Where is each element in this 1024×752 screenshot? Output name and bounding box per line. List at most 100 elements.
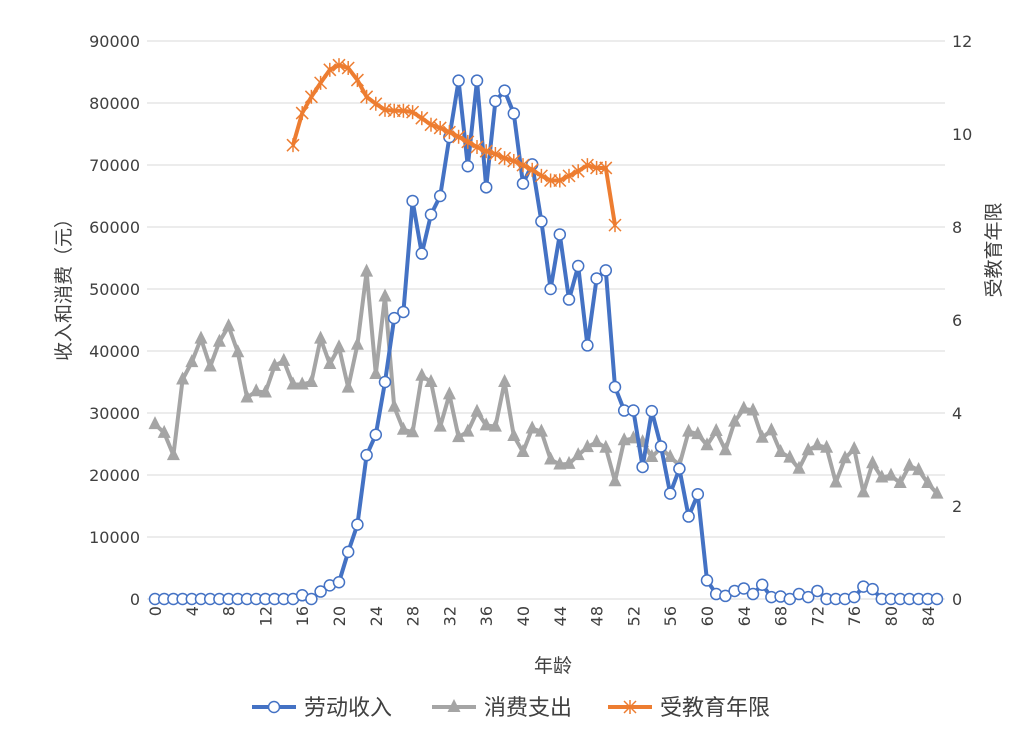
x-tick-label: 32 xyxy=(440,606,459,626)
data-point xyxy=(424,117,438,132)
data-point xyxy=(746,587,760,601)
data-point xyxy=(350,73,364,88)
x-axis-title: 年龄 xyxy=(534,655,572,677)
x-tick-label: 20 xyxy=(330,606,349,626)
data-point xyxy=(682,510,695,523)
data-point xyxy=(599,264,613,277)
data-point xyxy=(442,386,456,400)
data-point xyxy=(718,442,732,456)
y-tick-label: 40000 xyxy=(89,342,140,361)
data-point xyxy=(571,164,585,179)
series-line xyxy=(155,78,937,601)
data-point xyxy=(801,442,815,456)
y-tick-label: 80000 xyxy=(89,94,140,113)
data-point xyxy=(387,311,401,325)
y2-tick-label: 8 xyxy=(952,218,962,237)
data-point xyxy=(801,590,815,604)
data-point xyxy=(590,160,604,175)
data-point xyxy=(351,518,364,531)
data-point xyxy=(580,439,594,453)
data-point xyxy=(304,374,318,387)
data-point xyxy=(341,60,355,75)
x-tick-label: 68 xyxy=(772,606,791,626)
data-point xyxy=(498,84,511,97)
data-point xyxy=(893,475,907,489)
y-tick-label: 10000 xyxy=(89,528,140,547)
data-point xyxy=(479,181,493,194)
data-point xyxy=(378,375,392,389)
data-point xyxy=(700,437,714,451)
data-point xyxy=(157,424,171,438)
y-tick-label: 30000 xyxy=(89,404,140,423)
y2-tick-label: 10 xyxy=(952,125,972,144)
legend-label: 消费支出 xyxy=(484,696,572,721)
data-point xyxy=(737,400,751,414)
x-tick-label: 16 xyxy=(293,606,312,626)
y2-tick-label: 2 xyxy=(952,497,962,516)
series-line xyxy=(291,63,617,226)
data-point xyxy=(728,413,742,427)
x-tick-label: 44 xyxy=(551,606,570,626)
data-point xyxy=(571,447,585,461)
data-point xyxy=(709,422,723,436)
data-point xyxy=(461,134,475,149)
data-point xyxy=(847,440,861,454)
x-tick-label: 48 xyxy=(588,606,607,626)
data-point xyxy=(553,456,567,470)
y-tick-label: 20000 xyxy=(89,466,140,485)
data-point xyxy=(608,380,622,394)
data-point xyxy=(148,416,162,430)
data-point xyxy=(203,358,217,372)
data-point xyxy=(461,159,475,173)
data-point xyxy=(902,457,916,471)
data-point xyxy=(921,475,935,489)
data-point xyxy=(369,96,383,111)
data-point xyxy=(424,208,438,221)
x-tick-label: 64 xyxy=(735,606,754,626)
data-point xyxy=(387,103,401,118)
data-point xyxy=(489,94,502,108)
data-point xyxy=(452,129,466,144)
data-point xyxy=(424,374,438,387)
data-point xyxy=(231,344,245,358)
data-point xyxy=(810,437,824,451)
data-point xyxy=(581,339,594,352)
data-point xyxy=(176,371,190,385)
y2-tick-label: 0 xyxy=(952,590,962,609)
series-circle xyxy=(148,74,944,606)
data-point xyxy=(774,444,788,458)
data-point xyxy=(498,151,512,166)
data-point xyxy=(663,449,677,463)
data-point xyxy=(654,440,668,453)
data-point xyxy=(332,58,346,73)
y-tick-label: 60000 xyxy=(89,218,140,237)
y-axis-title: 收入和消费（元） xyxy=(53,209,75,361)
data-point xyxy=(314,330,328,344)
y-tick-label: 70000 xyxy=(89,156,140,175)
y-axis-ticks: 0 10000 20000 30000 40000 50000 60000 70000 8000… xyxy=(89,32,140,609)
y2-axis-title: 受教育年限 xyxy=(983,202,1005,297)
gridlines xyxy=(147,40,945,600)
data-point xyxy=(341,545,355,559)
data-point xyxy=(470,403,484,417)
y2-tick-label: 4 xyxy=(952,404,962,423)
data-point xyxy=(277,352,291,366)
data-point xyxy=(562,293,576,306)
data-point xyxy=(433,189,447,203)
data-point xyxy=(415,111,429,126)
data-point xyxy=(304,89,318,104)
data-point xyxy=(544,173,558,188)
y2-tick-label: 12 xyxy=(952,32,972,51)
data-point xyxy=(286,376,300,390)
data-point xyxy=(525,162,539,177)
data-point xyxy=(700,574,714,587)
data-point xyxy=(691,426,705,440)
data-point xyxy=(240,389,254,403)
data-point xyxy=(691,487,705,501)
data-point xyxy=(516,444,530,458)
x-tick-label: 0 xyxy=(146,606,165,616)
legend-item: 受教育年限 xyxy=(608,696,770,721)
data-point xyxy=(792,460,806,474)
series-line xyxy=(153,269,939,495)
